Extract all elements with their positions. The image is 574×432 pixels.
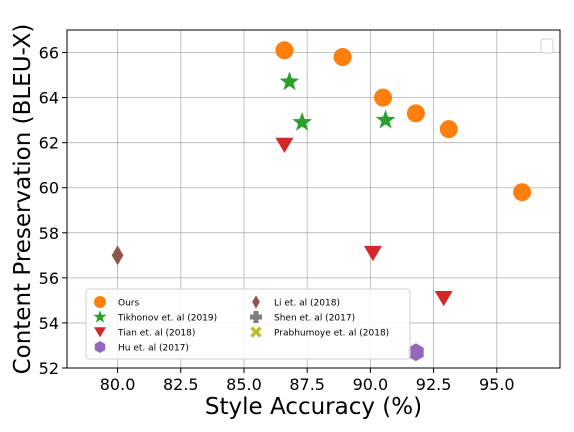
data-point-1-1 [292,112,312,131]
data-point-0-5 [513,183,532,202]
data-point-0-3 [406,104,425,123]
x-tick-label: 92.5 [416,375,452,394]
x-tick-label: 85.0 [226,375,262,394]
legend-marker-4 [252,295,260,309]
data-point-4-0 [111,245,124,266]
legend-label: Hu et. al (2017) [118,344,189,354]
data-point-0-0 [275,41,294,60]
legend-label: Ours [118,299,139,309]
legend-marker-2 [94,327,106,338]
y-tick-label: 62 [39,134,59,153]
y-tick-label: 64 [39,89,59,108]
legend-label: Prabhumoye et. al (2018) [274,329,389,339]
x-tick-label: 87.5 [289,375,325,394]
data-point-2-2 [434,290,453,307]
legend-box [85,288,411,360]
data-point-3-0 [408,343,424,362]
data-point-0-4 [439,120,458,139]
grid-lines [67,30,560,369]
x-axis-label: Style Accuracy (%) [205,394,422,420]
y-tick-label: 60 [39,179,59,198]
y-axis-ticks: 52 54 56 58 60 62 64 66 [39,44,67,378]
data-points [111,41,532,362]
y-axis-label: Content Preservation (BLEU-X) [10,24,36,375]
x-tick-label: 95.0 [479,375,515,394]
data-point-1-2 [375,109,396,129]
legend: Ours Tikhonov et. al (2019) Tian et. al (2… [85,288,411,360]
legend-label: Tikhonov et. al (2019) [117,314,217,324]
x-tick-label: 82.5 [163,375,199,394]
legend-marker-6 [250,326,262,338]
plot-frame [66,29,561,369]
legend-marker-3 [94,341,106,353]
legend-marker-5 [250,311,262,323]
legend-label: Shen et. al (2017) [274,314,355,324]
y-tick-label: 58 [39,224,59,243]
y-tick-label: 56 [39,269,59,288]
data-point-2-1 [363,245,382,262]
y-tick-label: 66 [39,44,59,63]
y-tick-label: 54 [39,314,59,333]
x-axis-ticks: 80.0 82.5 85.0 87.5 90.0 92.5 95.0 [100,368,515,394]
data-point-0-2 [374,88,393,107]
data-point-2-0 [275,137,294,154]
empty-legend-box [540,38,554,54]
data-point-0-1 [333,48,352,67]
legend-marker-0 [94,296,106,308]
legend-label: Tian et. al (2018) [117,329,195,339]
x-tick-label: 80.0 [100,375,136,394]
legend-label: Li et. al (2018) [274,299,340,309]
y-tick-label: 52 [39,359,59,378]
x-tick-label: 90.0 [353,375,389,394]
legend-marker-1 [93,310,107,323]
data-point-1-0 [279,71,300,91]
